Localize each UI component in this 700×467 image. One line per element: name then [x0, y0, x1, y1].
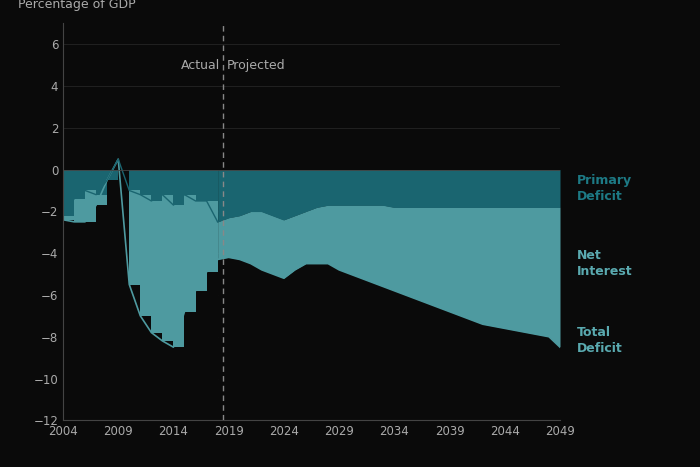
Text: Total
Deficit: Total Deficit — [577, 326, 622, 355]
Text: Projected: Projected — [227, 59, 285, 72]
Text: Actual: Actual — [181, 59, 220, 72]
Text: Percentage of GDP: Percentage of GDP — [18, 0, 136, 11]
Text: Primary
Deficit: Primary Deficit — [577, 174, 631, 203]
Text: Net
Interest: Net Interest — [577, 249, 632, 278]
